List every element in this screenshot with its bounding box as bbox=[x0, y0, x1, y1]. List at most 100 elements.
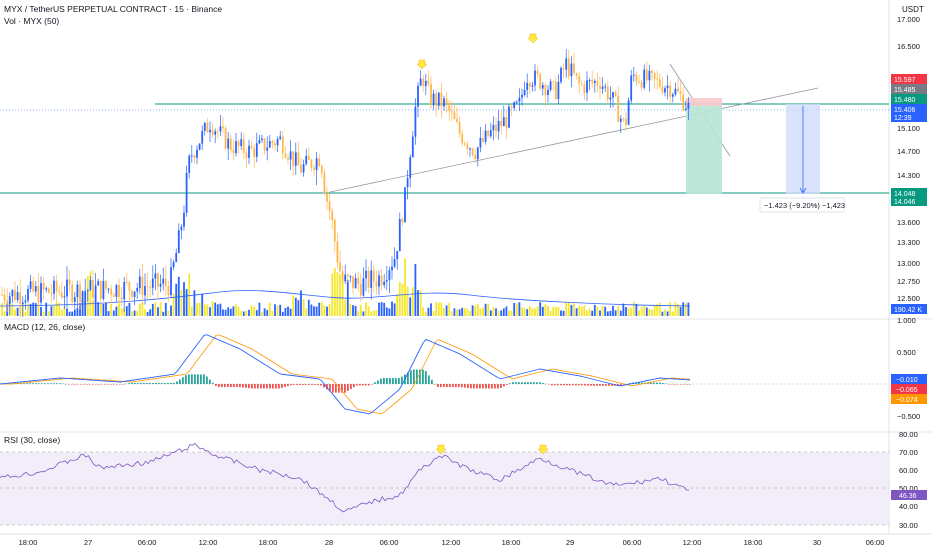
candle-body[interactable] bbox=[344, 274, 347, 282]
candle-body[interactable] bbox=[240, 139, 243, 147]
candle-body[interactable] bbox=[612, 92, 614, 98]
candle-body[interactable] bbox=[32, 281, 35, 292]
candle-body[interactable] bbox=[118, 285, 120, 298]
candle-body[interactable] bbox=[578, 75, 581, 84]
price-badge[interactable] bbox=[891, 188, 927, 198]
candle-body[interactable] bbox=[575, 73, 578, 76]
candle-body[interactable] bbox=[383, 281, 386, 286]
candle-body[interactable] bbox=[515, 101, 518, 103]
candle-body[interactable] bbox=[300, 165, 302, 173]
candle-body[interactable] bbox=[677, 88, 679, 92]
candle-body[interactable] bbox=[544, 85, 547, 96]
candle-body[interactable] bbox=[271, 141, 274, 144]
candle-body[interactable] bbox=[336, 241, 339, 263]
candle-body[interactable] bbox=[534, 70, 536, 86]
candle-body[interactable] bbox=[562, 68, 565, 70]
candle-body[interactable] bbox=[354, 278, 357, 289]
candle-body[interactable] bbox=[622, 118, 625, 120]
candle-body[interactable] bbox=[154, 273, 157, 279]
macd-badge[interactable] bbox=[891, 394, 927, 404]
candle-body[interactable] bbox=[253, 148, 256, 157]
candle-body[interactable] bbox=[40, 283, 42, 303]
candle-body[interactable] bbox=[71, 284, 74, 302]
candle-body[interactable] bbox=[609, 97, 612, 100]
candle-body[interactable] bbox=[606, 86, 609, 100]
candle-body[interactable] bbox=[500, 120, 503, 127]
candle-body[interactable] bbox=[469, 148, 471, 150]
candle-body[interactable] bbox=[58, 291, 61, 293]
candle-body[interactable] bbox=[188, 155, 191, 173]
candle-body[interactable] bbox=[474, 154, 477, 160]
candle-body[interactable] bbox=[146, 286, 149, 288]
candle-body[interactable] bbox=[599, 85, 601, 89]
candle-body[interactable] bbox=[349, 276, 352, 278]
candle-body[interactable] bbox=[21, 302, 24, 305]
candle-body[interactable] bbox=[466, 144, 469, 149]
candle-body[interactable] bbox=[461, 133, 464, 144]
candle-body[interactable] bbox=[331, 211, 334, 221]
candle-body[interactable] bbox=[24, 300, 27, 303]
candle-body[interactable] bbox=[495, 124, 497, 132]
candle-body[interactable] bbox=[580, 83, 583, 85]
candle-body[interactable] bbox=[435, 93, 438, 106]
candle-body[interactable] bbox=[14, 290, 16, 301]
candle-body[interactable] bbox=[198, 143, 201, 150]
candle-body[interactable] bbox=[414, 106, 417, 137]
volume-indicator-label[interactable]: Vol · MYX (50) bbox=[4, 16, 59, 26]
candle-body[interactable] bbox=[463, 143, 466, 145]
candle-body[interactable] bbox=[229, 138, 232, 150]
candle-body[interactable] bbox=[242, 139, 245, 153]
candle-body[interactable] bbox=[66, 279, 68, 297]
signal-arrow-icon[interactable] bbox=[416, 59, 428, 70]
candle-body[interactable] bbox=[73, 297, 76, 302]
candle-body[interactable] bbox=[55, 280, 58, 292]
candle-body[interactable] bbox=[196, 149, 198, 158]
candle-body[interactable] bbox=[502, 117, 505, 127]
candle-body[interactable] bbox=[323, 173, 326, 194]
candle-body[interactable] bbox=[151, 278, 154, 288]
candle-body[interactable] bbox=[687, 102, 690, 109]
candle-body[interactable] bbox=[86, 290, 89, 292]
candle-body[interactable] bbox=[326, 193, 328, 202]
candle-body[interactable] bbox=[479, 137, 482, 148]
candle-body[interactable] bbox=[123, 281, 126, 300]
candle-body[interactable] bbox=[209, 129, 211, 133]
candle-body[interactable] bbox=[526, 82, 529, 90]
price-badge[interactable] bbox=[891, 84, 927, 94]
candle-body[interactable] bbox=[110, 288, 113, 295]
candle-body[interactable] bbox=[29, 281, 32, 289]
candle-body[interactable] bbox=[185, 172, 188, 213]
candle-body[interactable] bbox=[164, 278, 167, 287]
candle-body[interactable] bbox=[206, 122, 209, 133]
candle-body[interactable] bbox=[37, 286, 40, 303]
candle-body[interactable] bbox=[310, 159, 313, 168]
candle-body[interactable] bbox=[79, 284, 81, 302]
candle-body[interactable] bbox=[666, 85, 669, 89]
candle-body[interactable] bbox=[162, 278, 165, 284]
candle-body[interactable] bbox=[268, 141, 271, 148]
candle-body[interactable] bbox=[138, 276, 141, 289]
candle-body[interactable] bbox=[105, 280, 107, 289]
currency-label[interactable]: USDT bbox=[902, 5, 924, 14]
candle-body[interactable] bbox=[440, 92, 443, 107]
candle-body[interactable] bbox=[458, 121, 461, 134]
price-badge[interactable] bbox=[891, 74, 927, 84]
candle-body[interactable] bbox=[279, 136, 282, 140]
candle-body[interactable] bbox=[593, 80, 596, 83]
candle-body[interactable] bbox=[248, 145, 250, 158]
candle-body[interactable] bbox=[318, 158, 321, 167]
candle-body[interactable] bbox=[411, 136, 414, 158]
candle-body[interactable] bbox=[448, 102, 451, 112]
candle-body[interactable] bbox=[375, 281, 378, 287]
candle-body[interactable] bbox=[385, 280, 388, 282]
candle-body[interactable] bbox=[359, 284, 362, 296]
candle-body[interactable] bbox=[175, 252, 178, 263]
price-badge[interactable] bbox=[891, 112, 927, 122]
candle-body[interactable] bbox=[305, 155, 308, 165]
candle-body[interactable] bbox=[320, 166, 323, 174]
candle-body[interactable] bbox=[328, 201, 331, 212]
candle-body[interactable] bbox=[170, 267, 172, 296]
candle-body[interactable] bbox=[294, 152, 297, 166]
candle-body[interactable] bbox=[53, 280, 55, 294]
candle-body[interactable] bbox=[362, 278, 365, 296]
